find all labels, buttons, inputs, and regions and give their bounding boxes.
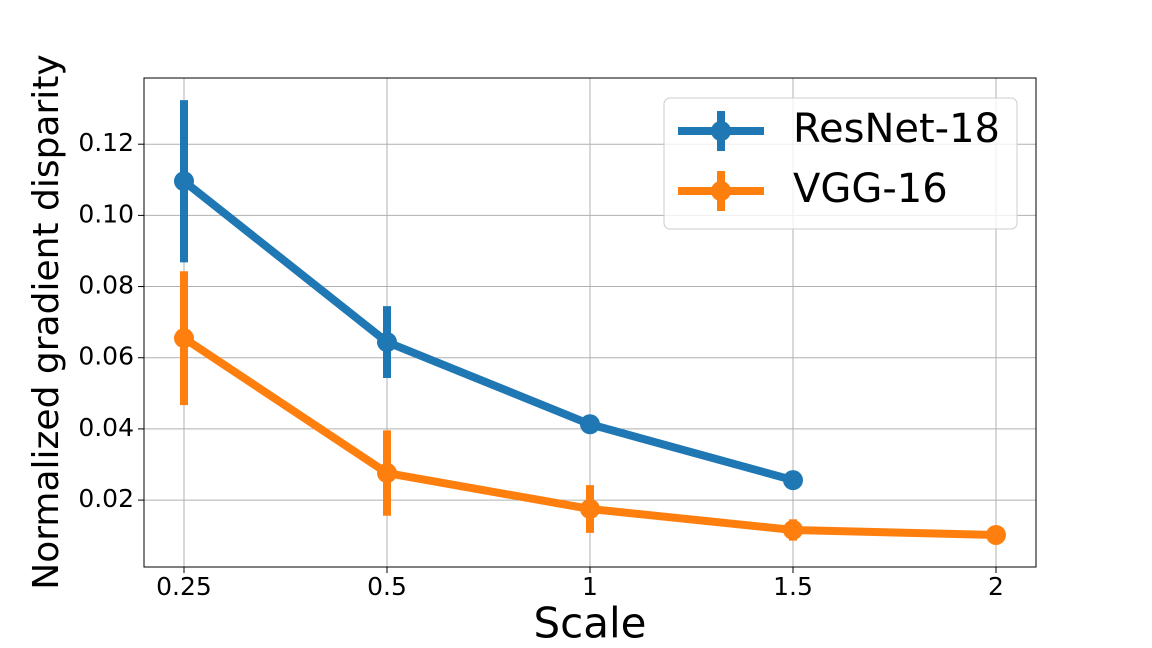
x-tick-label: 0.25 [156,572,212,601]
marker [986,524,1006,545]
y-axis-label: Normalized gradient disparity [26,54,67,589]
series-line [181,178,795,485]
y-tick-label: 0.12 [78,128,134,157]
marker [580,498,600,519]
y-tick-label: 0.08 [78,271,134,300]
marker [580,414,600,435]
marker [783,519,803,540]
y-tick-label: 0.04 [78,413,134,442]
legend-label: ResNet-18 [793,106,1000,152]
marker [377,332,397,353]
legend-label: VGG-16 [793,166,948,212]
x-tick-label: 1.5 [773,572,813,601]
marker [174,171,194,192]
legend: ResNet-18 VGG-16 [663,97,1018,230]
y-tick-label: 0.06 [78,342,134,371]
legend-marker [711,121,731,141]
marker [783,470,803,491]
x-tick-label: 1 [582,572,598,601]
x-tick-label: 0.5 [367,572,407,601]
marker [174,328,194,349]
x-tick-label: 2 [988,572,1004,601]
y-tick-label: 0.02 [78,484,134,513]
marker [377,463,397,484]
x-axis-label: Scale [534,599,647,648]
y-tick-label: 0.10 [78,199,134,228]
plot-frame [143,77,1037,568]
legend-marker [711,181,731,201]
